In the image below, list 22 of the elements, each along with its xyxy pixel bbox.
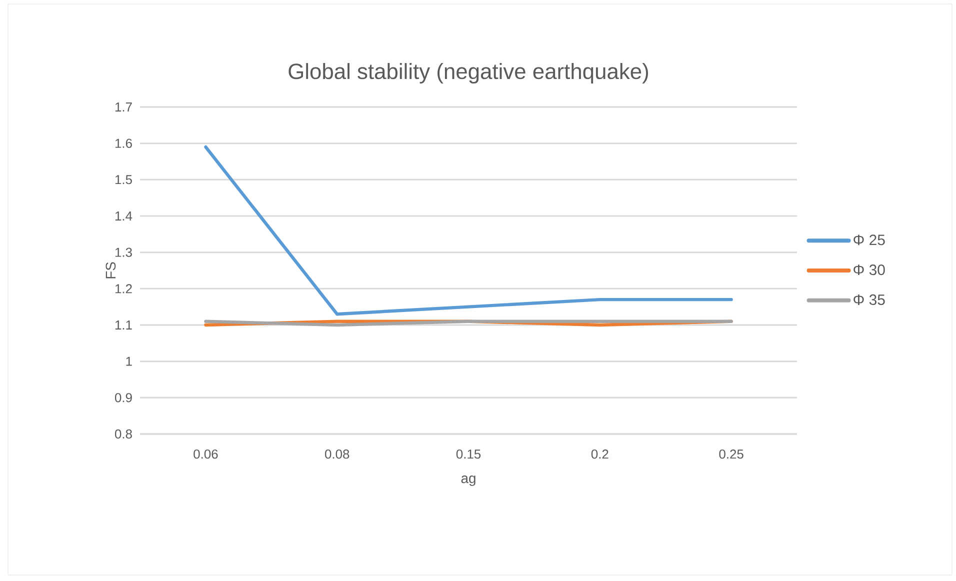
x-axis-title: ag (461, 476, 476, 486)
y-tick-label: 1.3 (115, 248, 132, 257)
y-tick-label: 1.5 (115, 175, 132, 184)
x-tick-label: 0.06 (194, 450, 218, 459)
y-tick-label: 0.9 (114, 393, 132, 402)
y-tick-label: 1.6 (115, 138, 132, 148)
y-tick-label: 1.4 (115, 212, 132, 220)
legend-label: Φ 25 (854, 234, 885, 246)
legend-label: Φ 35 (854, 294, 885, 306)
y-axis-title: FS (106, 262, 116, 278)
x-tick-label: 0.15 (456, 450, 481, 459)
chart-title: Global stability (negative earthquake) (288, 63, 648, 84)
line-series (204, 145, 733, 316)
y-tick-label: 0.8 (114, 429, 132, 439)
y-tick-label: 1.7 (115, 102, 132, 112)
y-tick-label: 1.1 (115, 320, 132, 330)
y-tick-label: 1 (126, 356, 132, 366)
y-tick-label: 1.2 (115, 284, 132, 294)
legend-label: Φ 30 (854, 264, 885, 276)
x-tick-label: 0.2 (591, 450, 608, 459)
x-tick-label: 0.08 (325, 450, 350, 459)
x-tick-label: 0.25 (719, 450, 744, 459)
